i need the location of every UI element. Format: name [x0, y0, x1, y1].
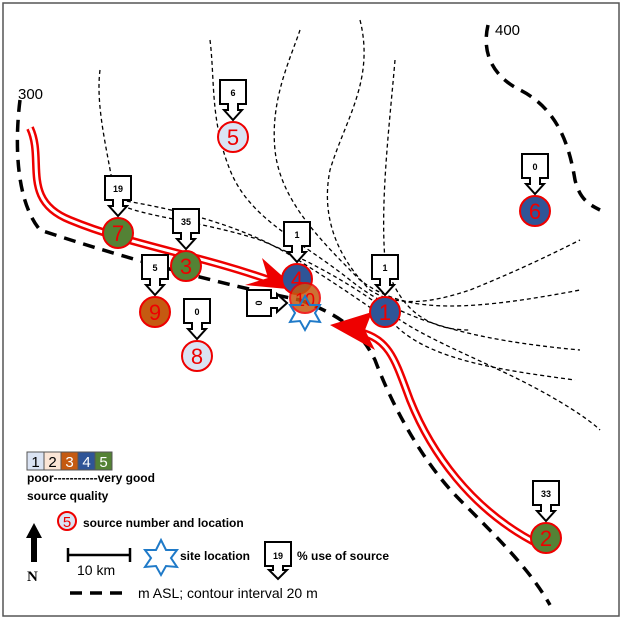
legend-site-star-icon [143, 537, 179, 578]
use-callout-icon [183, 298, 211, 341]
legend-contour-label: m ASL; contour interval 20 m [138, 585, 318, 601]
source-marker [217, 121, 249, 153]
quality-swatch-label: 4 [82, 454, 90, 471]
source-number: 2 [540, 526, 552, 551]
quality-swatch-5 [94, 451, 113, 471]
source-6: 06 [519, 153, 551, 227]
legend-source-label: source number and location [83, 516, 244, 530]
source-number: 8 [191, 344, 203, 369]
use-percent: 5 [152, 263, 157, 273]
use-callout-icon [104, 175, 132, 218]
legend-use-number: 19 [273, 551, 283, 561]
legend-source-number: 5 [63, 514, 71, 531]
use-percent: 35 [181, 217, 191, 227]
use-callout-icon [521, 153, 549, 196]
legend-source-icon [57, 511, 77, 531]
use-percent: 19 [113, 184, 123, 194]
source-marker [369, 296, 401, 328]
use-percent: 33 [541, 489, 551, 499]
flow-arrow-east [330, 312, 375, 350]
contour-label-300: 300 [18, 86, 43, 103]
source-5: 65 [217, 79, 249, 153]
legend-site-label: site location [180, 549, 250, 563]
use-callout-icon [172, 208, 200, 251]
source-number: 1 [379, 300, 391, 325]
use-callout-icon [141, 254, 169, 297]
source-number: 10 [295, 290, 315, 310]
site-star-icon [288, 293, 322, 333]
scale-bar [66, 548, 132, 562]
source-marker [519, 195, 551, 227]
legend-use-label: % use of source [297, 549, 389, 563]
source-2: 33 2 [530, 480, 562, 554]
north-label: N [27, 569, 38, 585]
scale-bar-label: 10 km [77, 562, 115, 578]
source-number: 7 [112, 221, 124, 246]
quality-swatch-label: 3 [65, 454, 73, 471]
source-marker [181, 340, 213, 372]
source-marker [530, 522, 562, 554]
source-number: 9 [149, 300, 161, 325]
use-callout-icon [371, 254, 399, 297]
north-arrow-icon [26, 523, 42, 562]
use-callout-icon [246, 289, 289, 317]
use-percent: 6 [230, 88, 235, 98]
river-east [330, 312, 542, 549]
source-7: 19 7 [102, 175, 134, 249]
contour-major [15, 24, 601, 606]
quality-swatch-label: 2 [48, 454, 56, 471]
quality-range-label: poor-----------very good [27, 471, 155, 485]
use-percent: 1 [382, 263, 387, 273]
use-callout-icon [532, 480, 560, 523]
quality-swatch-label: 5 [99, 454, 107, 471]
use-callout-icon [283, 221, 311, 264]
quality-swatch-label: 1 [31, 454, 39, 471]
source-4: 14 [281, 221, 313, 295]
use-percent: 0 [254, 300, 264, 305]
source-8: 08 [181, 298, 213, 372]
source-number: 6 [529, 199, 541, 224]
source-3: 35 3 [170, 208, 202, 282]
source-number: 5 [227, 125, 239, 150]
source-9: 59 [139, 254, 171, 328]
use-callout-icon [219, 79, 247, 122]
source-1: 11 [369, 254, 401, 328]
use-percent: 0 [532, 162, 537, 172]
source-marker [170, 250, 202, 282]
use-percent: 0 [194, 307, 199, 317]
use-percent: 1 [294, 230, 299, 240]
source-number: 3 [180, 254, 192, 279]
quality-title: source quality [27, 489, 109, 503]
contour-label-400: 400 [495, 22, 520, 39]
source-marker [102, 217, 134, 249]
legend-use-callout-icon [264, 541, 292, 581]
source-marker [139, 296, 171, 328]
